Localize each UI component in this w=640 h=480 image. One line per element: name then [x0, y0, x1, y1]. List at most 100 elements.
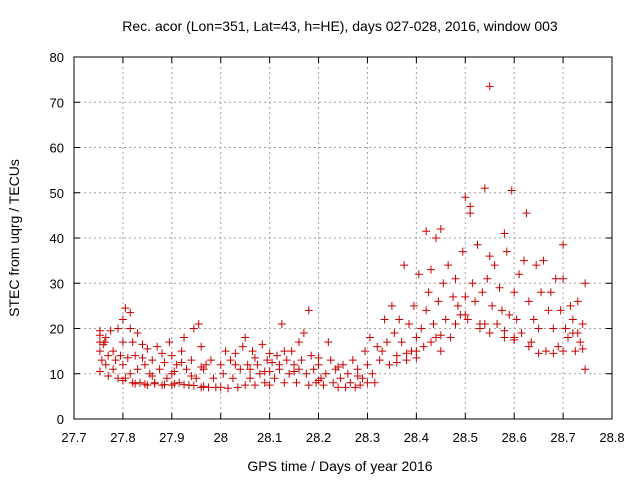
data-point: [121, 374, 130, 383]
data-point: [424, 288, 433, 297]
data-point: [495, 283, 504, 292]
data-point: [431, 333, 440, 342]
data-point: [402, 356, 411, 365]
data-point: [461, 292, 470, 301]
data-point: [192, 374, 201, 383]
data-point: [180, 333, 189, 342]
data-point: [485, 329, 494, 338]
y-tick-label: 20: [50, 322, 64, 337]
data-point: [524, 342, 533, 351]
data-point: [101, 333, 110, 342]
data-point: [529, 315, 538, 324]
data-point: [263, 356, 272, 365]
data-point: [114, 324, 123, 333]
data-point: [219, 369, 228, 378]
data-point: [485, 82, 494, 91]
data-point: [138, 353, 147, 362]
data-point: [189, 324, 198, 333]
data-point: [510, 288, 519, 297]
data-point: [285, 369, 294, 378]
data-point: [314, 360, 323, 369]
data-point: [387, 301, 396, 310]
data-point: [272, 351, 281, 360]
data-point: [378, 347, 387, 356]
data-point: [334, 383, 343, 392]
data-point: [187, 356, 196, 365]
data-point: [238, 342, 247, 351]
data-point: [534, 349, 543, 358]
data-point: [566, 301, 575, 310]
data-point: [304, 306, 313, 315]
data-point: [280, 347, 289, 356]
data-point: [483, 274, 492, 283]
data-point: [187, 372, 196, 381]
data-point: [153, 342, 162, 351]
data-point: [106, 326, 115, 335]
data-point: [488, 301, 497, 310]
data-point: [363, 378, 372, 387]
data-point: [175, 378, 184, 387]
data-point: [158, 349, 167, 358]
data-point: [365, 333, 374, 342]
data-point: [375, 356, 384, 365]
data-point: [463, 315, 472, 324]
data-point: [162, 374, 171, 383]
data-point: [95, 326, 104, 335]
x-tick-label: 28.2: [306, 430, 331, 445]
data-points: [95, 82, 590, 393]
data-point: [453, 301, 462, 310]
data-point: [329, 378, 338, 387]
data-point: [436, 224, 445, 233]
data-point: [116, 351, 125, 360]
data-point: [402, 349, 411, 358]
data-point: [177, 347, 186, 356]
data-point: [109, 365, 118, 374]
data-point: [554, 342, 563, 351]
data-point: [292, 378, 301, 387]
data-point: [177, 358, 186, 367]
data-point: [500, 333, 509, 342]
data-point: [502, 247, 511, 256]
data-point: [182, 365, 191, 374]
data-point: [248, 347, 257, 356]
data-point: [559, 274, 568, 283]
data-point: [468, 279, 477, 288]
data-point: [431, 234, 440, 242]
data-point: [573, 297, 582, 306]
data-point: [253, 360, 262, 369]
data-point: [294, 338, 303, 347]
data-point: [478, 288, 487, 297]
data-point: [444, 261, 453, 270]
x-tick-label: 28.3: [355, 430, 380, 445]
data-point: [561, 324, 570, 333]
x-axis-label: GPS time / Days of year 2016: [247, 458, 432, 474]
data-point: [446, 333, 455, 342]
data-point: [172, 360, 181, 369]
x-tick-label: 27.8: [110, 430, 135, 445]
data-point: [466, 209, 475, 218]
data-point: [568, 315, 577, 324]
data-point: [265, 381, 274, 390]
data-point: [383, 338, 392, 347]
data-point: [348, 356, 357, 365]
data-point: [167, 351, 176, 360]
data-point: [101, 360, 110, 369]
data-point: [243, 360, 252, 369]
data-point: [140, 360, 149, 369]
data-point: [549, 324, 558, 333]
data-point: [221, 347, 230, 356]
data-point: [422, 227, 431, 236]
data-point: [363, 360, 372, 369]
data-point: [556, 306, 565, 315]
chart-title: Rec. acor (Lon=351, Lat=43, h=HE), days …: [122, 18, 558, 34]
data-point: [471, 297, 480, 306]
data-point: [370, 378, 379, 387]
data-point: [111, 356, 120, 365]
y-tick-label: 0: [57, 412, 64, 427]
data-point: [473, 240, 482, 249]
x-tick-label: 28.7: [550, 430, 575, 445]
data-point: [197, 342, 206, 351]
data-point: [155, 365, 164, 374]
data-point: [250, 353, 259, 362]
data-point: [412, 333, 421, 342]
